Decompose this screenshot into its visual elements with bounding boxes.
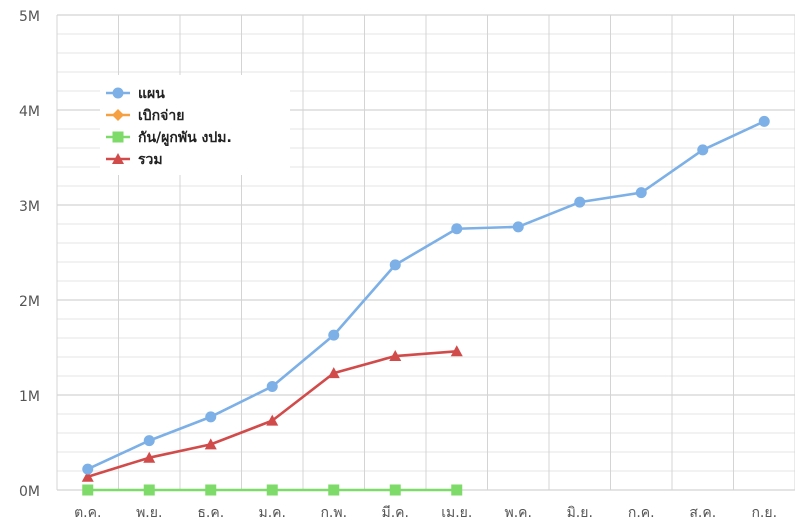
data-point [450, 345, 463, 357]
data-point [266, 484, 278, 496]
gridlines [56, 14, 795, 491]
y-tick-label: 1M [19, 389, 40, 405]
series-lines [81, 115, 770, 496]
legend-label: รวม [138, 152, 163, 168]
legend-item: แผน [106, 86, 165, 102]
data-point [204, 438, 217, 450]
x-tick-label: เม.ย. [441, 505, 472, 521]
series-3 [81, 345, 463, 482]
legend-marker [112, 109, 124, 121]
data-point [82, 484, 94, 496]
legend-marker [112, 153, 124, 164]
data-point [758, 115, 770, 127]
y-tick-label: 2M [19, 294, 40, 310]
x-tick-label: มี.ค. [382, 505, 410, 521]
data-point [389, 484, 401, 496]
data-point [389, 350, 402, 362]
data-point [451, 484, 463, 496]
series-line [87, 120, 765, 471]
legend-marker [112, 131, 124, 143]
series-2 [82, 484, 463, 496]
data-point [328, 329, 340, 341]
data-point [143, 435, 155, 447]
x-tick-label: ก.ค. [628, 505, 655, 521]
x-tick-label: พ.ค. [505, 505, 533, 521]
data-point [389, 259, 401, 271]
x-tick-label: มิ.ย. [567, 505, 593, 521]
legend-item: กัน/ผูกพัน งปม. [106, 130, 232, 146]
y-axis-ticks: 0M 1M 2M 3M 4M 5M [19, 9, 40, 500]
legend-background [100, 75, 290, 175]
data-point [697, 144, 709, 156]
legend-marker [112, 87, 124, 99]
x-tick-label: ก.พ. [320, 505, 347, 521]
data-point [327, 367, 340, 379]
x-axis-ticks: ต.ค. พ.ย. ธ.ค. ม.ค. ก.พ. มี.ค. เม.ย. พ.ค. มิ.ย. ก… [74, 505, 777, 521]
y-tick-label: 0M [19, 484, 40, 500]
x-tick-label: ส.ค. [689, 505, 716, 521]
legend-item: รวม [106, 152, 163, 168]
y-tick-label: 3M [19, 199, 40, 215]
x-tick-label: ก.ย. [751, 505, 777, 521]
legend-label: กัน/ผูกพัน งปม. [138, 130, 232, 146]
series-0 [82, 115, 770, 475]
x-tick-label: ธ.ค. [197, 505, 224, 521]
data-point [82, 463, 94, 475]
data-point [143, 451, 156, 463]
data-point [205, 484, 217, 496]
data-point [451, 223, 463, 235]
data-point [512, 221, 524, 233]
data-point [266, 414, 279, 426]
y-tick-label: 5M [19, 9, 40, 25]
x-tick-label: ม.ค. [259, 505, 287, 521]
data-point [635, 187, 647, 199]
legend-label: แผน [138, 86, 165, 102]
data-point [143, 484, 155, 496]
x-tick-label: พ.ย. [136, 505, 162, 521]
x-tick-label: ต.ค. [74, 505, 101, 521]
y-tick-label: 4M [19, 104, 40, 120]
data-point [205, 411, 217, 423]
legend-label: เบิกจ่าย [138, 108, 184, 124]
data-point [574, 196, 586, 208]
data-point [81, 470, 94, 482]
data-point [266, 380, 278, 392]
legend-item: เบิกจ่าย [106, 108, 184, 124]
data-point [328, 484, 340, 496]
